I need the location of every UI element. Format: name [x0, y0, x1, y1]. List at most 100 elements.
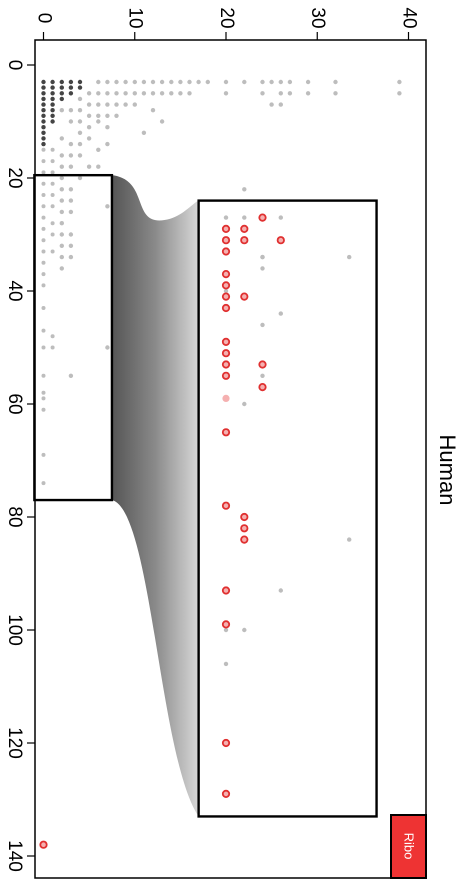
- scatter-point-overview: [41, 249, 46, 254]
- scatter-point: [260, 373, 265, 378]
- scatter-point-overview: [50, 193, 55, 197]
- scatter-point: [77, 175, 83, 181]
- highlight-point: [258, 382, 267, 392]
- highlight-point: [221, 303, 231, 313]
- scatter-point: [278, 102, 283, 107]
- scatter-point-dense: [59, 91, 64, 96]
- scatter-point: [59, 254, 64, 260]
- highlight-point: [221, 428, 231, 437]
- scatter-point-overview: [50, 249, 55, 254]
- scatter-point-dense: [50, 91, 55, 96]
- scatter-point: [114, 113, 119, 119]
- scatter-point-overview: [41, 328, 46, 333]
- scatter-point: [68, 254, 74, 260]
- scatter-point-dense: [50, 79, 55, 85]
- scatter-point: [305, 79, 311, 85]
- scatter-point: [242, 627, 247, 633]
- scatter-point: [132, 79, 137, 85]
- scatter-point: [59, 221, 64, 226]
- scatter-point: [205, 79, 210, 85]
- scatter-point-dense: [50, 85, 55, 90]
- scatter-point: [159, 119, 165, 124]
- highlight-point: [221, 236, 231, 245]
- scatter-point: [223, 215, 229, 220]
- y-tick-label: 120: [4, 727, 25, 759]
- scatter-point-dense: [59, 85, 64, 90]
- scatter-point: [59, 175, 64, 181]
- y-tick-label: 80: [4, 506, 25, 527]
- highlight-point: [221, 247, 231, 256]
- scatter-point: [105, 345, 110, 350]
- scatter-point: [287, 91, 293, 96]
- scatter-point-overview: [50, 221, 55, 226]
- scatter-point-overview: [41, 147, 46, 152]
- scatter-point: [178, 91, 183, 96]
- scatter-point: [187, 91, 192, 96]
- scatter-point-overview: [41, 204, 46, 209]
- scatter-point-overview: [41, 283, 46, 288]
- scatter-point: [68, 209, 74, 215]
- scatter-point: [178, 79, 183, 85]
- scatter-point: [223, 288, 229, 294]
- scatter-point: [260, 91, 265, 96]
- scatter-point: [278, 588, 283, 593]
- highlight-point: [221, 789, 231, 799]
- scatter-point-dense: [41, 102, 46, 107]
- scatter-point: [269, 79, 274, 85]
- highlight-point-faint: [222, 394, 230, 402]
- scatter-point-dense: [50, 108, 55, 113]
- scatter-point: [169, 79, 174, 85]
- highlight-point: [221, 224, 231, 233]
- ribo-label: Ribo: [402, 833, 417, 860]
- plot-frame: [34, 39, 427, 879]
- scatter-point: [68, 141, 74, 147]
- scatter-point-overview: [41, 272, 46, 277]
- scatter-point-dense: [50, 113, 55, 119]
- highlight-point: [221, 292, 231, 301]
- scatter-point-overview: [41, 396, 46, 401]
- scatter-point-overview: [41, 452, 46, 457]
- scatter-point: [114, 79, 119, 85]
- scatter-point: [123, 91, 128, 96]
- scatter-point: [223, 79, 229, 85]
- scatter-point: [242, 79, 247, 85]
- scatter-point: [278, 79, 283, 85]
- scatter-point-dense: [59, 96, 64, 102]
- highlight-point: [221, 501, 231, 510]
- scatter-point-overview: [41, 193, 46, 197]
- scatter-point: [169, 91, 174, 96]
- scatter-point: [123, 79, 128, 85]
- scatter-point-dense: [41, 85, 46, 90]
- zoom-connector: [111, 175, 199, 817]
- scatter-point: [68, 232, 74, 237]
- highlight-point: [221, 620, 231, 629]
- scatter-point: [132, 102, 137, 107]
- scatter-point: [86, 91, 92, 96]
- scatter-point: [68, 119, 74, 124]
- zoom-box: [197, 199, 378, 818]
- y-tick-label: 100: [4, 614, 25, 646]
- scatter-point-overview: [50, 232, 55, 237]
- scatter-point: [242, 401, 247, 407]
- scatter-point: [114, 102, 119, 107]
- scatter-point-overview: [41, 215, 46, 220]
- scatter-point: [68, 198, 74, 203]
- scatter-point-overview: [50, 204, 55, 209]
- scatter-point: [114, 91, 119, 96]
- scatter-point: [223, 627, 229, 633]
- scatter-point: [278, 215, 283, 220]
- scatter-point-overview: [41, 306, 46, 310]
- scatter-point: [86, 164, 92, 169]
- scatter-point: [59, 232, 64, 237]
- scatter-point-dense: [41, 108, 46, 113]
- scatter-point-overview: [50, 334, 55, 339]
- scatter-point-overview: [41, 481, 46, 486]
- scatter-point: [68, 373, 74, 378]
- highlight-point: [240, 292, 249, 301]
- highlight-point: [39, 840, 48, 849]
- highlight-point: [240, 512, 249, 522]
- scatter-point: [77, 153, 83, 158]
- scatter-point: [86, 125, 92, 130]
- scatter-point-dense: [77, 85, 83, 90]
- scatter-point-overview: [41, 407, 46, 412]
